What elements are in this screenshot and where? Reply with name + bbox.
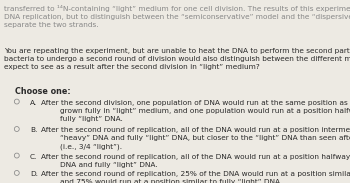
Text: Choose one:: Choose one: xyxy=(15,87,70,96)
Text: transferred to ¹⁴N-containing “light” medium for one cell division. The results : transferred to ¹⁴N-containing “light” me… xyxy=(4,5,350,28)
Text: After the second round of replication, 25% of the DNA would run at a position si: After the second round of replication, 2… xyxy=(41,171,350,183)
Text: After the second round of replication, all of the DNA would run at a position in: After the second round of replication, a… xyxy=(41,127,350,150)
Text: After the second round of replication, all of the DNA would run at a position ha: After the second round of replication, a… xyxy=(41,154,350,168)
Text: D.: D. xyxy=(30,171,38,177)
Text: A.: A. xyxy=(30,100,37,106)
Text: C.: C. xyxy=(30,154,37,160)
Text: B.: B. xyxy=(30,127,37,133)
Text: After the second division, one population of DNA would run at the same position : After the second division, one populatio… xyxy=(41,100,350,122)
Text: You are repeating the experiment, but are unable to heat the DNA to perform the : You are repeating the experiment, but ar… xyxy=(4,48,350,70)
